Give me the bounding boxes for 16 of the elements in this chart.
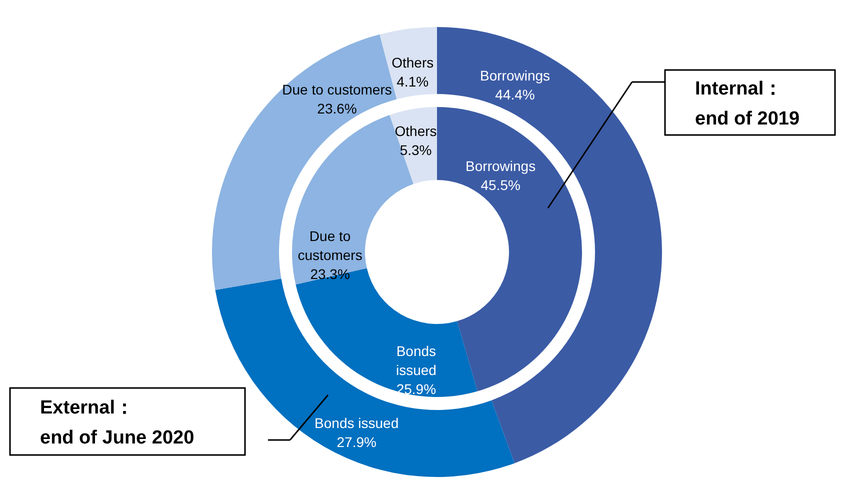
slice-label: Bonds issued [396,342,436,378]
data-label: 4.1% [396,74,429,90]
slice-label: Bonds issued [314,415,399,432]
data-label: 23.6% [317,100,357,116]
text: External：end of June 2020 [40,398,194,448]
data-label: 45.5% [480,177,520,194]
text: Internal：end of 2019 [695,78,800,130]
slice-label: Borrowings [466,158,536,174]
slice-label: Others [394,122,437,139]
slice-label: Others [392,54,434,71]
data-label: 5.3% [400,142,432,158]
slice-label: Borrowings [480,68,550,84]
slice-label: Due to customers [282,81,392,98]
slice-label: Due to customers [298,228,362,263]
data-label: 44.4% [495,86,535,103]
data-label: 27.9% [336,434,376,450]
